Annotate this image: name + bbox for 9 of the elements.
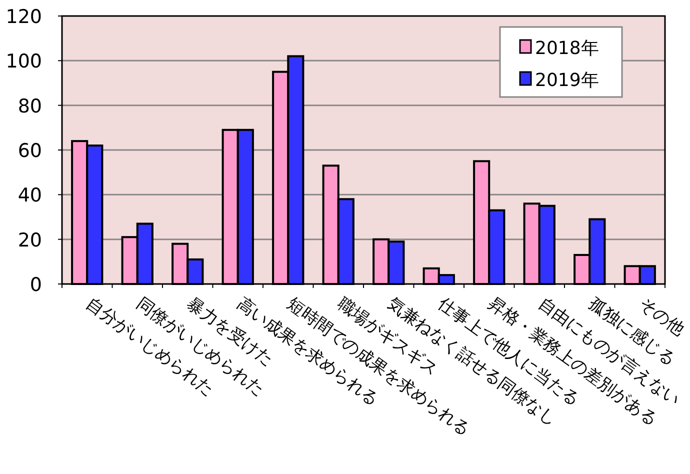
y-tick-label: 120 <box>6 6 42 28</box>
legend-label: 2019年 <box>535 70 599 91</box>
legend-label: 2018年 <box>535 38 599 59</box>
y-tick-label: 40 <box>18 184 42 207</box>
y-tick-label: 20 <box>18 229 42 252</box>
y-tick-label: 100 <box>6 50 42 73</box>
y-tick-label: 0 <box>30 274 42 296</box>
y-tick-label: 80 <box>18 95 42 118</box>
y-tick-label: 60 <box>18 140 42 162</box>
